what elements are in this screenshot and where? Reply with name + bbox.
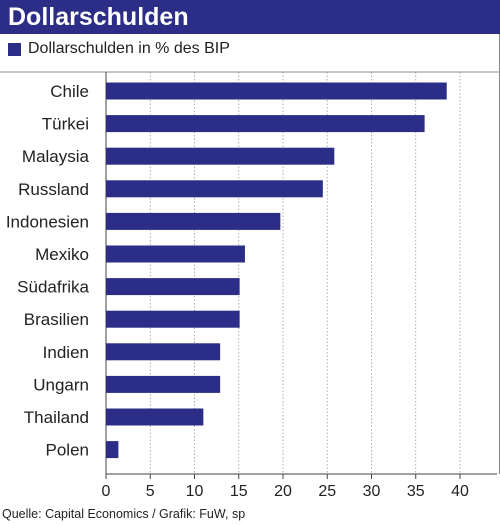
bar [106, 310, 240, 328]
category-label: Brasilien [24, 310, 89, 329]
bar-chart: 0 5 10 15 20 25 30 35 40 Chile Türkei Malaysia Russl… [0, 34, 500, 500]
category-label: Indonesien [6, 212, 89, 231]
category-label: Ungarn [33, 375, 89, 394]
category-label: Südafrika [17, 278, 89, 297]
bar [106, 375, 221, 393]
x-tick-label: 5 [146, 483, 155, 500]
chart-title: Dollarschulden [8, 3, 189, 31]
x-tick-label: 10 [186, 483, 204, 500]
bar [106, 408, 204, 426]
bar [106, 441, 119, 459]
x-tick-label: 25 [318, 483, 336, 500]
source-note: Quelle: Capital Economics / Grafik: FuW,… [2, 507, 246, 521]
bar [106, 343, 221, 361]
legend-swatch [8, 43, 21, 56]
x-tick-label: 30 [363, 483, 381, 500]
x-tick-label: 40 [451, 483, 469, 500]
x-tick-label: 35 [407, 483, 425, 500]
category-label: Chile [50, 82, 89, 101]
bar [106, 115, 425, 133]
category-label: Mexiko [35, 245, 89, 264]
bar [106, 212, 281, 230]
bar [106, 278, 240, 296]
x-tick-label: 0 [102, 483, 111, 500]
bar [106, 245, 245, 263]
bar [106, 147, 335, 165]
category-label: Russland [18, 180, 89, 199]
x-tick-label: 15 [230, 483, 248, 500]
category-label: Thailand [24, 408, 89, 427]
category-label: Polen [46, 441, 89, 460]
bar [106, 180, 323, 198]
category-label: Türkei [42, 115, 89, 134]
category-label: Indien [43, 343, 89, 362]
x-tick-label: 20 [274, 483, 292, 500]
title-bar: Dollarschulden [0, 0, 500, 34]
legend-label: Dollarschulden in % des BIP [28, 40, 230, 57]
category-label: Malaysia [22, 147, 90, 166]
bar [106, 82, 447, 100]
